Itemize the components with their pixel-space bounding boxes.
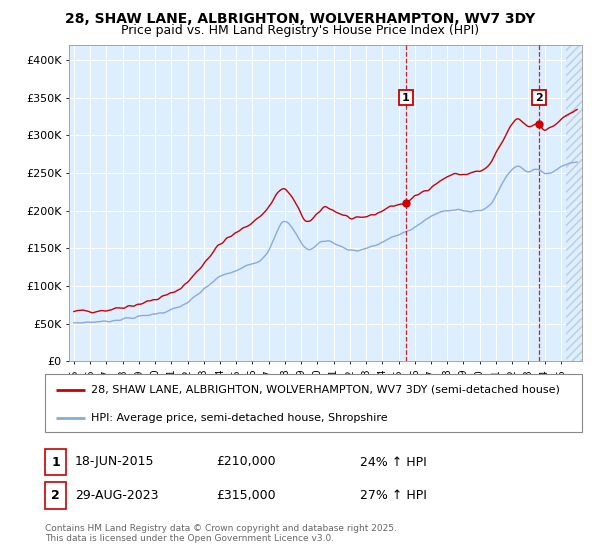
Text: 2: 2 (535, 92, 543, 102)
Text: £210,000: £210,000 (216, 455, 275, 469)
Text: 28, SHAW LANE, ALBRIGHTON, WOLVERHAMPTON, WV7 3DY (semi-detached house): 28, SHAW LANE, ALBRIGHTON, WOLVERHAMPTON… (91, 385, 560, 395)
Text: 27% ↑ HPI: 27% ↑ HPI (360, 489, 427, 502)
Text: 29-AUG-2023: 29-AUG-2023 (75, 489, 158, 502)
Text: 24% ↑ HPI: 24% ↑ HPI (360, 455, 427, 469)
Text: 1: 1 (402, 92, 410, 102)
Text: 2: 2 (51, 489, 60, 502)
Text: £315,000: £315,000 (216, 489, 275, 502)
Text: HPI: Average price, semi-detached house, Shropshire: HPI: Average price, semi-detached house,… (91, 413, 387, 423)
Bar (566, 45, 598, 361)
Text: Contains HM Land Registry data © Crown copyright and database right 2025.
This d: Contains HM Land Registry data © Crown c… (45, 524, 397, 543)
Text: Price paid vs. HM Land Registry's House Price Index (HPI): Price paid vs. HM Land Registry's House … (121, 24, 479, 36)
FancyBboxPatch shape (45, 374, 582, 432)
Text: 1: 1 (51, 455, 60, 469)
Text: 28, SHAW LANE, ALBRIGHTON, WOLVERHAMPTON, WV7 3DY: 28, SHAW LANE, ALBRIGHTON, WOLVERHAMPTON… (65, 12, 535, 26)
Text: 18-JUN-2015: 18-JUN-2015 (75, 455, 155, 469)
